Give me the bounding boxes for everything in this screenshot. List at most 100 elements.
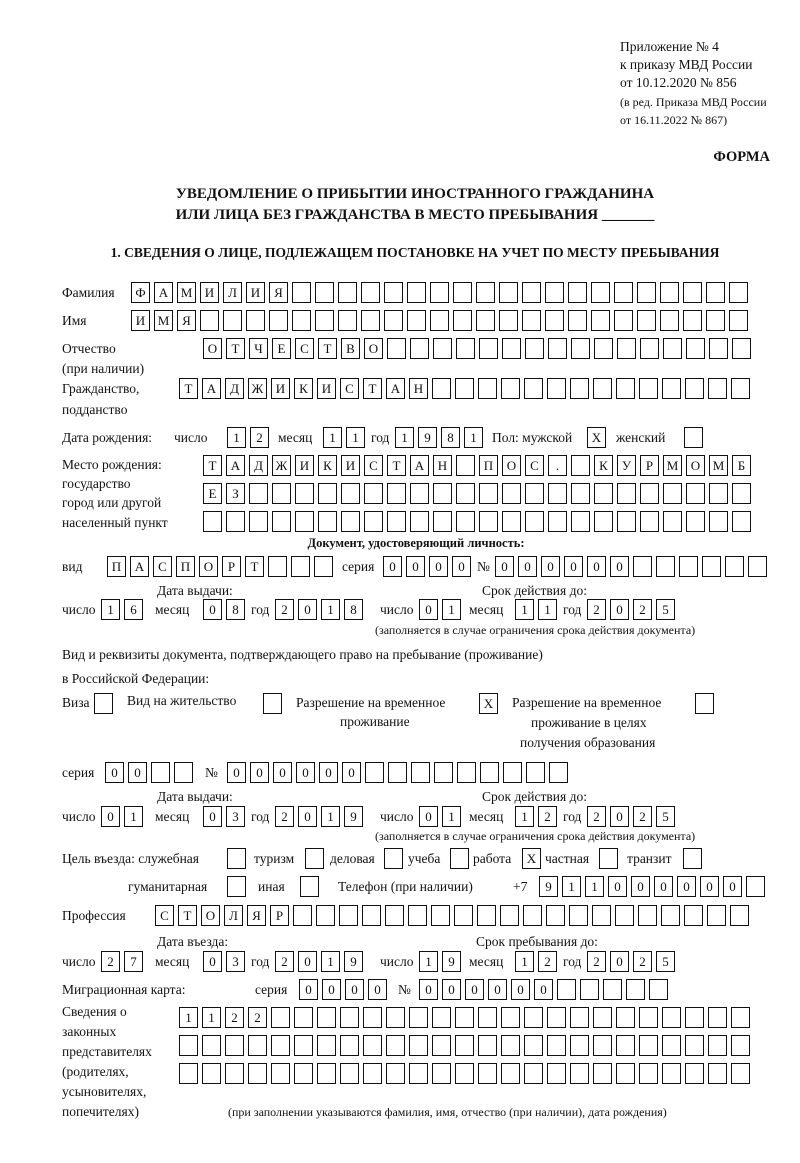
char-cell[interactable]: Я [269,282,288,303]
char-cell[interactable] [363,1007,382,1028]
char-cell[interactable] [202,1063,221,1084]
char-cell[interactable] [478,378,497,399]
char-cell[interactable] [626,979,645,1000]
char-cell[interactable] [683,310,702,331]
char-cell[interactable] [614,310,633,331]
char-cell[interactable] [593,1063,612,1084]
char-cell[interactable] [341,483,360,504]
char-cell[interactable] [662,1007,681,1028]
char-cell[interactable] [594,483,613,504]
char-cell[interactable]: . [548,455,567,476]
char-cell[interactable] [731,1007,750,1028]
purpose-private-checkbox[interactable] [599,848,618,869]
char-cell[interactable] [271,1063,290,1084]
char-cell[interactable] [732,338,751,359]
char-cell[interactable] [660,310,679,331]
char-cell[interactable] [385,905,404,926]
char-cell[interactable] [364,483,383,504]
char-cell[interactable]: 0 [203,806,222,827]
char-cell[interactable] [640,483,659,504]
char-cell[interactable]: Т [178,905,197,926]
char-cell[interactable]: 3 [226,806,245,827]
char-cell[interactable] [637,282,656,303]
char-cell[interactable] [456,483,475,504]
char-cell[interactable]: 0 [511,979,530,1000]
char-cell[interactable]: О [502,455,521,476]
char-cell[interactable] [433,511,452,532]
char-cell[interactable] [456,511,475,532]
char-cell[interactable]: Т [226,338,245,359]
char-cell[interactable]: 0 [465,979,484,1000]
char-cell[interactable] [202,1035,221,1056]
char-cell[interactable] [432,1007,451,1028]
char-cell[interactable]: 0 [203,951,222,972]
char-cell[interactable]: 1 [346,427,365,448]
char-cell[interactable] [545,282,564,303]
char-cell[interactable] [226,511,245,532]
char-cell[interactable] [499,282,518,303]
char-cell[interactable]: 0 [610,951,629,972]
char-cell[interactable]: 1 [419,951,438,972]
char-cell[interactable] [683,282,702,303]
char-cell[interactable] [746,876,765,897]
char-cell[interactable]: Ч [249,338,268,359]
char-cell[interactable]: А [130,556,149,577]
temp-permit-checkbox[interactable]: X [479,693,498,714]
char-cell[interactable]: 0 [299,979,318,1000]
char-cell[interactable]: И [200,282,219,303]
char-cell[interactable]: 1 [179,1007,198,1028]
char-cell[interactable]: И [341,455,360,476]
char-cell[interactable] [499,310,518,331]
char-cell[interactable] [174,762,193,783]
char-cell[interactable] [361,282,380,303]
char-cell[interactable] [227,848,246,869]
char-cell[interactable] [660,282,679,303]
char-cell[interactable] [614,282,633,303]
char-cell[interactable] [571,483,590,504]
char-cell[interactable]: 2 [587,599,606,620]
char-cell[interactable]: 0 [429,556,448,577]
sex-female-checkbox[interactable] [684,427,703,448]
char-cell[interactable] [364,511,383,532]
char-cell[interactable] [433,338,452,359]
char-cell[interactable] [731,1063,750,1084]
char-cell[interactable] [386,1063,405,1084]
char-cell[interactable] [570,1063,589,1084]
char-cell[interactable] [456,338,475,359]
char-cell[interactable] [387,511,406,532]
char-cell[interactable] [526,762,545,783]
char-cell[interactable] [300,876,319,897]
char-cell[interactable]: 1 [515,599,534,620]
char-cell[interactable] [388,762,407,783]
char-cell[interactable] [640,511,659,532]
char-cell[interactable] [317,1035,336,1056]
char-cell[interactable]: 0 [610,599,629,620]
char-cell[interactable] [294,1007,313,1028]
char-cell[interactable] [384,848,403,869]
char-cell[interactable] [679,556,698,577]
char-cell[interactable]: 0 [128,762,147,783]
char-cell[interactable] [591,310,610,331]
char-cell[interactable] [387,338,406,359]
char-cell[interactable] [502,511,521,532]
purpose-transit-checkbox[interactable] [683,848,702,869]
char-cell[interactable] [362,905,381,926]
char-cell[interactable] [410,483,429,504]
char-cell[interactable]: А [410,455,429,476]
char-cell[interactable]: 0 [631,876,650,897]
char-cell[interactable]: 3 [226,951,245,972]
char-cell[interactable]: 2 [633,599,652,620]
char-cell[interactable]: 0 [654,876,673,897]
char-cell[interactable] [411,762,430,783]
char-cell[interactable] [340,1063,359,1084]
